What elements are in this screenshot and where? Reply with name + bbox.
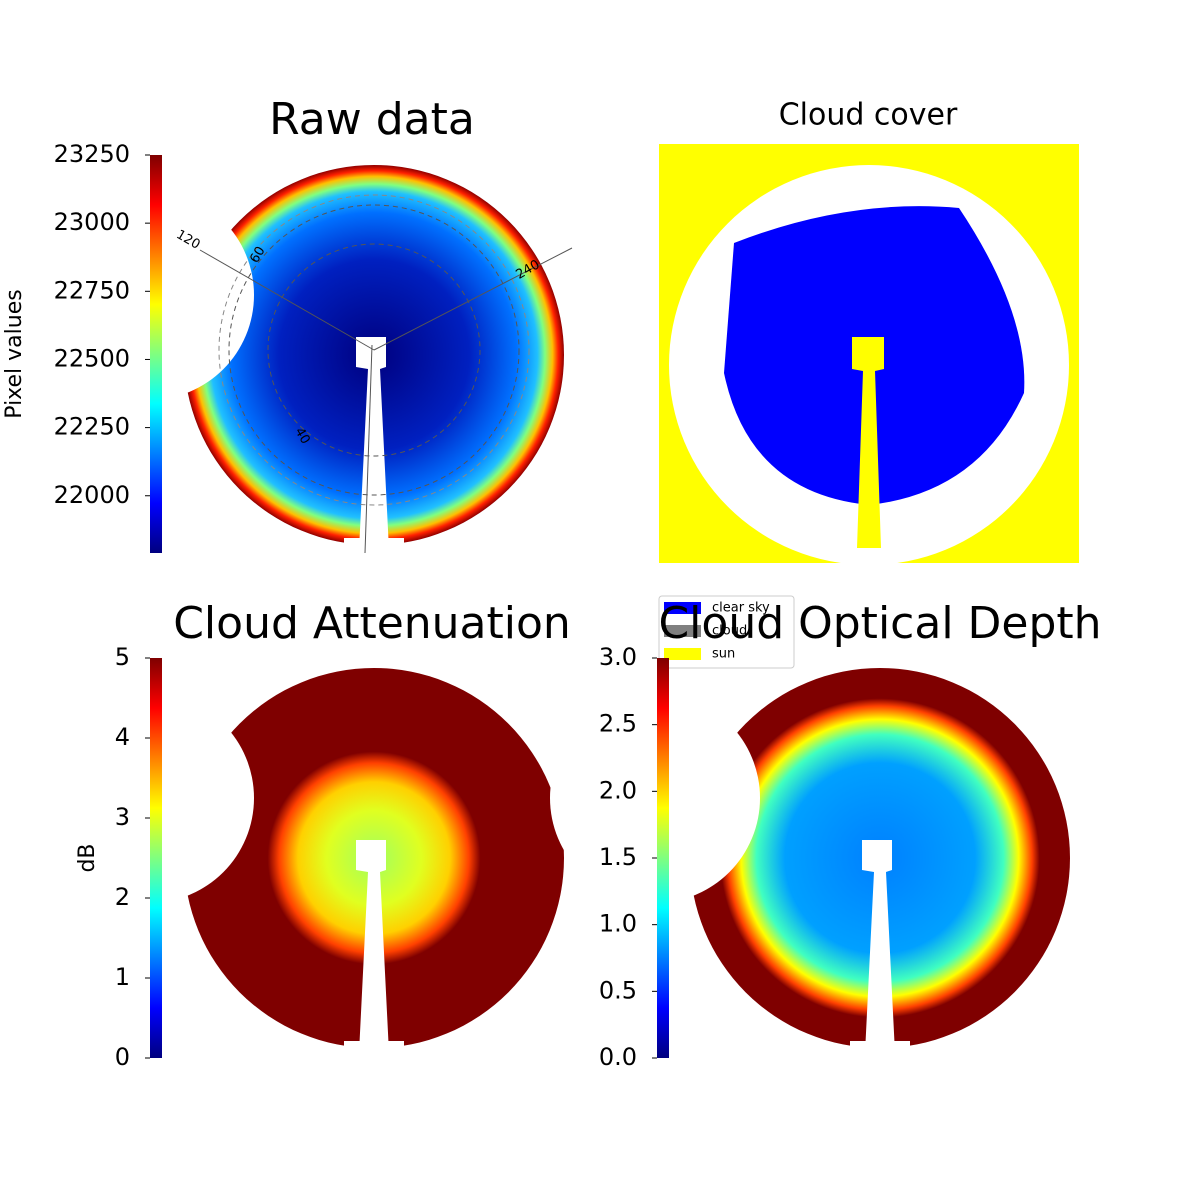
colorbar-tick-label: 0 (115, 1043, 130, 1071)
sky-image (44, 668, 564, 1061)
legend-label: sun (712, 647, 735, 662)
colorbar-tick-label: 23250 (54, 140, 130, 168)
colorbar (150, 155, 162, 553)
notch (44, 190, 254, 400)
notch (550, 693, 760, 903)
colorbar-label: Pixel values (2, 289, 27, 418)
colorbar-tick-label: 23000 (54, 208, 130, 236)
sun-mast (852, 337, 884, 548)
azimuth-line (199, 249, 375, 351)
panel-title: Cloud Optical Depth (658, 598, 1101, 649)
colorbar (150, 658, 162, 1058)
colorbar-tick-label: 22000 (54, 481, 130, 509)
colorbar-label: dB (75, 843, 100, 872)
colorbar-tick-label: 22750 (54, 276, 130, 304)
notch (44, 693, 254, 903)
colorbar-tick-label: 22500 (54, 344, 130, 372)
colorbar-tick-label: 2.0 (599, 776, 637, 804)
colorbar-tick-label: 1.0 (599, 910, 637, 938)
elevation-ring (267, 243, 481, 457)
azimuth-line (373, 247, 573, 351)
colorbar-tick-label: 1.5 (599, 843, 637, 871)
panel-title: Cloud Attenuation (173, 598, 571, 649)
colorbar-tick-label: 5 (115, 643, 130, 671)
colorbar-tick-label: 3.0 (599, 643, 637, 671)
legend-swatch (664, 602, 701, 614)
legend-label: cloud (712, 624, 747, 639)
azimuth-line (364, 344, 373, 554)
polar-label: 40 (291, 425, 312, 447)
panel-title: Cloud cover (779, 98, 958, 133)
mast (862, 840, 895, 1053)
legend-swatch (664, 648, 701, 660)
colorbar-tick-label: 2.5 (599, 710, 637, 738)
polar-label: 60 (247, 244, 268, 266)
polar-grid (199, 194, 573, 554)
colorbar-tick-label: 3 (115, 803, 130, 831)
colorbar-tick-label: 22250 (54, 413, 130, 441)
colorbar-tick-label: 0.5 (599, 976, 637, 1004)
sky-image (44, 165, 564, 558)
colorbar-tick-label: 1 (115, 963, 130, 991)
colorbar (657, 658, 669, 1058)
sky-image (550, 668, 1070, 1061)
legend-label: clear sky (712, 601, 770, 616)
legend-swatch (664, 625, 701, 637)
panel-title: Raw data (269, 94, 475, 145)
colorbar-tick-label: 4 (115, 723, 130, 751)
mast (356, 337, 389, 550)
colorbar-tick-label: 0.0 (599, 1043, 637, 1071)
mast (356, 840, 389, 1053)
elevation-ring (218, 194, 530, 506)
colorbar-tick-label: 2 (115, 883, 130, 911)
elevation-ring (228, 204, 520, 496)
